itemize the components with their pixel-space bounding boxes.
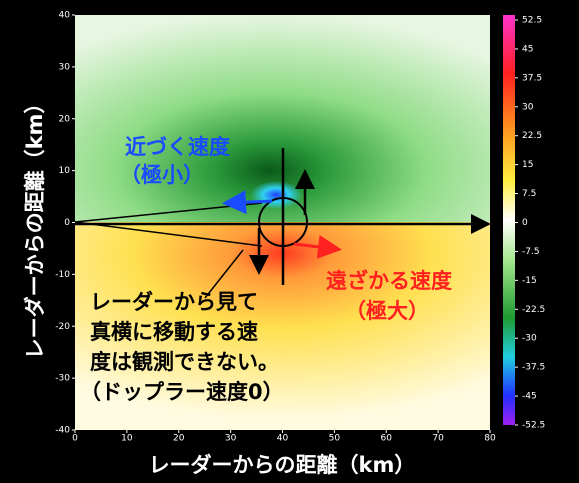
x-tick-label: 60 [381, 434, 393, 444]
note-label: 度は観測できない。 [90, 350, 279, 374]
note-label: レーダーから見て [90, 290, 258, 314]
colorbar-tick-label: -22.5 [522, 305, 545, 315]
y-tick-label: 20 [59, 114, 71, 124]
colorbar-tick-label: -7.5 [522, 247, 540, 257]
colorbar-tick-label: 52.5 [522, 16, 542, 26]
approach-label: 近づく速度 [125, 135, 230, 159]
x-tick-label: 50 [329, 434, 341, 444]
colorbar-tick-label: -52.5 [522, 421, 545, 431]
colorbar-tick-label: 30 [522, 102, 534, 112]
y-tick-label: -10 [55, 270, 70, 280]
field-blue [250, 181, 302, 209]
y-tick-label: 30 [59, 62, 71, 72]
x-tick-label: 30 [225, 434, 237, 444]
colorbar-tick-label: -30 [522, 334, 537, 344]
colorbar-tick-label: 37.5 [522, 73, 542, 83]
x-axis-label: レーダーからの距離（km） [149, 453, 416, 477]
colorbar-tick-label: -37.5 [522, 363, 545, 373]
recede-label: （極大） [345, 299, 429, 323]
x-tick-label: 80 [484, 434, 496, 444]
colorbar-tick-label: 22.5 [522, 131, 542, 141]
y-tick-label: 40 [59, 11, 71, 21]
x-tick-label: 70 [432, 434, 444, 444]
colorbar-tick-label: 15 [522, 160, 533, 170]
note-label: （ドップラー速度0） [80, 380, 284, 404]
y-tick-label: -40 [55, 426, 70, 436]
x-tick-label: 0 [72, 434, 78, 444]
colorbar-tick-label: -45 [522, 392, 537, 402]
note-label: 真横に移動する速 [90, 320, 258, 344]
y-tick-label: 10 [59, 166, 71, 176]
colorbar-tick-label: -15 [522, 276, 537, 286]
y-tick-label: -20 [55, 322, 70, 332]
overlay [74, 148, 491, 299]
colorbar-tick-label: 45 [522, 44, 533, 54]
colorbar-tick-label: 7.5 [522, 189, 536, 199]
y-axis-label: レーダーからの距離（km） [23, 93, 47, 360]
colorbar [503, 15, 515, 425]
y-tick-label: -30 [55, 374, 70, 384]
x-tick-label: 40 [277, 434, 289, 444]
recede-label: 遠ざかる速度 [326, 269, 452, 293]
x-tick-label: 20 [173, 434, 185, 444]
y-tick-label: 0 [64, 218, 70, 228]
colorbar-tick-label: 0 [522, 218, 528, 228]
x-tick-label: 10 [121, 434, 133, 444]
approach-label: （極小） [120, 163, 204, 187]
